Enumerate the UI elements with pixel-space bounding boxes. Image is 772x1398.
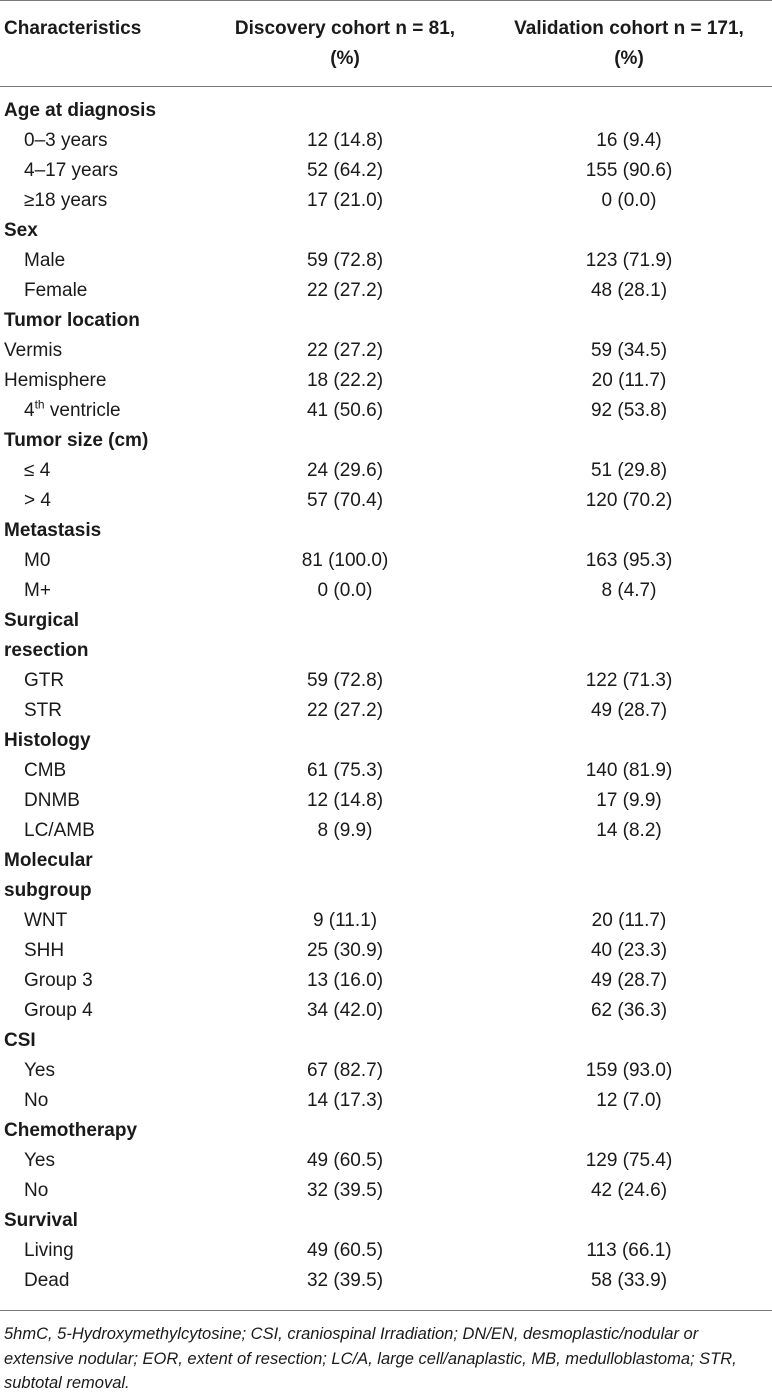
section-surgical-resection-1: Surgical — [4, 610, 79, 631]
section-survival: Survival — [4, 1210, 78, 1231]
table-row: No 32 (39.5) 42 (24.6) — [24, 1180, 668, 1201]
section-csi: CSI — [4, 1030, 36, 1051]
table-row: ≥18 years 17 (21.0) 0 (0.0) — [24, 190, 657, 211]
table-row: Yes 67 (82.7) 159 (93.0) — [24, 1060, 673, 1081]
header-characteristics: Characteristics — [4, 18, 142, 39]
section-tumor-location: Tumor location — [4, 310, 140, 331]
section-chemotherapy: Chemotherapy — [4, 1120, 138, 1141]
table-row: CMB 61 (75.3) 140 (81.9) — [24, 760, 673, 781]
table-row: 4–17 years 52 (64.2) 155 (90.6) — [24, 160, 673, 181]
header-validation: Validation cohort n = 171, (%) — [514, 18, 744, 69]
table-row: M+ 0 (0.0) 8 (4.7) — [24, 580, 657, 601]
section-molecular-subgroup-1: Molecular — [4, 850, 93, 871]
section-tumor-size: Tumor size (cm) — [4, 430, 149, 451]
table-row: SHH 25 (30.9) 40 (23.3) — [24, 940, 668, 961]
characteristics-table: Characteristics Discovery cohort n = 81,… — [0, 0, 772, 1291]
table-row: Group 4 34 (42.0) 62 (36.3) — [24, 1000, 668, 1021]
table-row: WNT 9 (11.1) 20 (11.7) — [24, 910, 667, 931]
header-discovery: Discovery cohort n = 81, (%) — [234, 18, 456, 69]
table-row: > 4 57 (70.4) 120 (70.2) — [24, 490, 673, 511]
section-age: Age at diagnosis — [4, 100, 157, 121]
table-row: DNMB 12 (14.8) 17 (9.9) — [24, 790, 662, 811]
table-row: 0–3 years 12 (14.8) 16 (9.4) — [24, 130, 662, 151]
section-surgical-resection-2: resection — [4, 640, 89, 661]
table-row: ≤ 4 24 (29.6) 51 (29.8) — [24, 460, 668, 481]
table-row: Male 59 (72.8) 123 (71.9) — [24, 250, 673, 271]
top-rule — [0, 0, 772, 1]
table-row: Dead 32 (39.5) 58 (33.9) — [24, 1270, 668, 1291]
table-row: Yes 49 (60.5) 129 (75.4) — [24, 1150, 673, 1171]
table-row: Living 49 (60.5) 113 (66.1) — [24, 1240, 672, 1261]
section-molecular-subgroup-2: subgroup — [4, 880, 92, 901]
table-row: GTR 59 (72.8) 122 (71.3) — [24, 670, 673, 691]
table-row: No 14 (17.3) 12 (7.0) — [24, 1090, 662, 1111]
table-row: Group 3 13 (16.0) 49 (28.7) — [24, 970, 668, 991]
section-sex: Sex — [4, 220, 38, 241]
table-row: Vermis 22 (27.2) 59 (34.5) — [4, 340, 668, 361]
section-metastasis: Metastasis — [4, 520, 102, 541]
header-row: Characteristics Discovery cohort n = 81,… — [0, 0, 772, 86]
table-row: M0 81 (100.0) 163 (95.3) — [24, 550, 673, 571]
table-row: STR 22 (27.2) 49 (28.7) — [24, 700, 668, 721]
table-row: Female 22 (27.2) 48 (28.1) — [24, 280, 668, 301]
header-rule — [0, 86, 772, 87]
table-row: LC/AMB 8 (9.9) 14 (8.2) — [24, 820, 662, 841]
table-footnote: 5hmC, 5-Hydroxymethylcytosine; CSI, cran… — [4, 1325, 737, 1392]
table-row: Hemisphere 18 (22.2) 20 (11.7) — [4, 370, 667, 391]
section-histology: Histology — [4, 730, 91, 751]
table-row: 4th ventricle 41 (50.6) 92 (53.8) — [24, 397, 668, 421]
bottom-rule — [0, 1310, 772, 1311]
